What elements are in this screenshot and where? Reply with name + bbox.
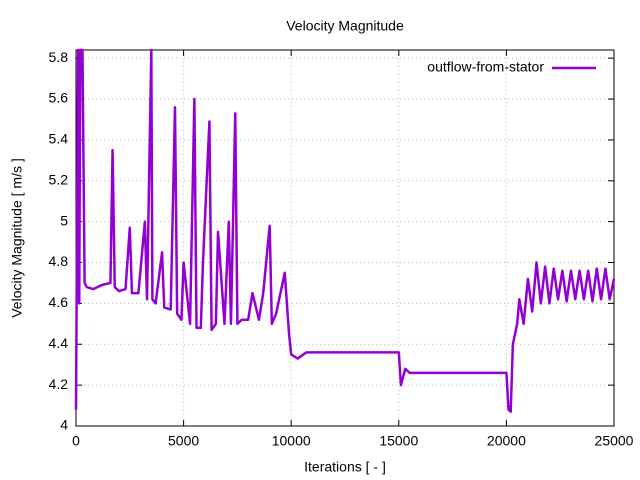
x-axis-label: Iterations [ - ]: [304, 459, 386, 475]
y-tick-label: 4.2: [49, 376, 69, 392]
x-tick-label: 25000: [595, 433, 634, 449]
y-tick-label: 4: [60, 417, 68, 433]
y-tick-label: 5.6: [49, 90, 69, 106]
y-tick-label: 4.6: [49, 294, 69, 310]
plot-frame: [75, 49, 615, 427]
y-axis-label: Velocity Magnitude [ m/s ]: [9, 158, 25, 318]
data-line: [74, 48, 616, 413]
x-tick-label: 20000: [487, 433, 526, 449]
y-tick-label: 4.8: [49, 253, 69, 269]
chart-title: Velocity Magnitude: [286, 18, 404, 34]
legend-label: outflow-from-stator: [427, 59, 544, 75]
y-tick-label: 4.4: [49, 335, 69, 351]
x-tick-label: 5000: [168, 433, 199, 449]
y-tick-label: 5.2: [49, 171, 69, 187]
x-tick-label: 10000: [272, 433, 311, 449]
x-tick-label: 15000: [379, 433, 418, 449]
y-tick-label: 5.4: [49, 131, 69, 147]
x-tick-label: 0: [72, 433, 80, 449]
y-tick-label: 5: [60, 212, 68, 228]
y-tick-label: 5.8: [49, 49, 69, 65]
